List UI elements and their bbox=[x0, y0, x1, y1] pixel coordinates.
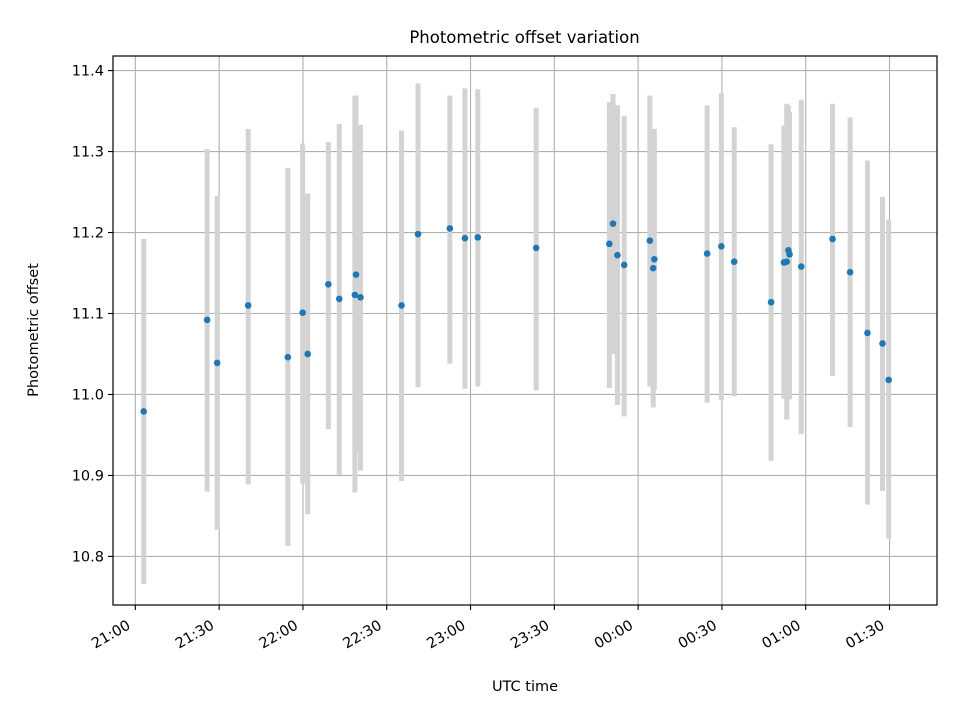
data-point bbox=[446, 225, 454, 232]
data-point bbox=[203, 316, 211, 324]
data-point bbox=[846, 268, 854, 276]
data-point bbox=[461, 234, 469, 242]
plot-frame bbox=[112, 55, 938, 606]
data-point bbox=[797, 263, 805, 270]
data-point bbox=[532, 244, 540, 252]
data-point bbox=[783, 258, 791, 265]
data-point bbox=[646, 237, 654, 244]
y-axis-label: Photometric offset bbox=[26, 263, 42, 397]
y-tick-label: 11.4 bbox=[72, 64, 104, 80]
data-point bbox=[649, 264, 657, 272]
data-point bbox=[703, 250, 711, 257]
data-point bbox=[335, 295, 343, 303]
y-tick-label: 10.9 bbox=[72, 468, 104, 484]
data-point bbox=[606, 240, 613, 248]
data-point bbox=[352, 271, 360, 278]
data-point bbox=[398, 302, 405, 309]
y-tick-label: 11.3 bbox=[72, 145, 104, 161]
data-point bbox=[609, 220, 617, 227]
data-point bbox=[325, 281, 332, 288]
data-point bbox=[829, 235, 836, 243]
data-point bbox=[299, 309, 306, 316]
x-axis-label: UTC time bbox=[492, 679, 558, 695]
data-point bbox=[474, 234, 482, 241]
y-tick-label: 10.8 bbox=[72, 549, 104, 565]
data-point bbox=[885, 376, 892, 384]
data-point bbox=[786, 251, 793, 258]
data-point bbox=[718, 242, 725, 250]
data-point bbox=[213, 359, 221, 367]
data-point bbox=[357, 294, 364, 301]
data-point bbox=[140, 408, 148, 415]
data-point bbox=[767, 298, 775, 306]
data-point bbox=[351, 291, 359, 299]
data-point bbox=[284, 353, 292, 361]
y-tick-label: 11.0 bbox=[72, 387, 104, 403]
data-points bbox=[140, 220, 892, 415]
data-point bbox=[304, 350, 311, 358]
data-point bbox=[879, 340, 886, 347]
y-tick-label: 11.2 bbox=[72, 226, 104, 242]
data-point bbox=[244, 302, 252, 309]
chart-title: Photometric offset variation bbox=[409, 28, 639, 47]
data-point bbox=[864, 329, 871, 337]
data-point bbox=[730, 258, 738, 265]
data-point bbox=[651, 255, 658, 263]
y-tick-label: 11.1 bbox=[72, 306, 104, 322]
data-point bbox=[614, 251, 621, 259]
y-axis-ticks: 10.8 10.9 11.0 11.1 11.2 11.3 11.4 bbox=[72, 64, 113, 565]
data-point bbox=[620, 261, 628, 269]
data-point bbox=[414, 230, 422, 238]
